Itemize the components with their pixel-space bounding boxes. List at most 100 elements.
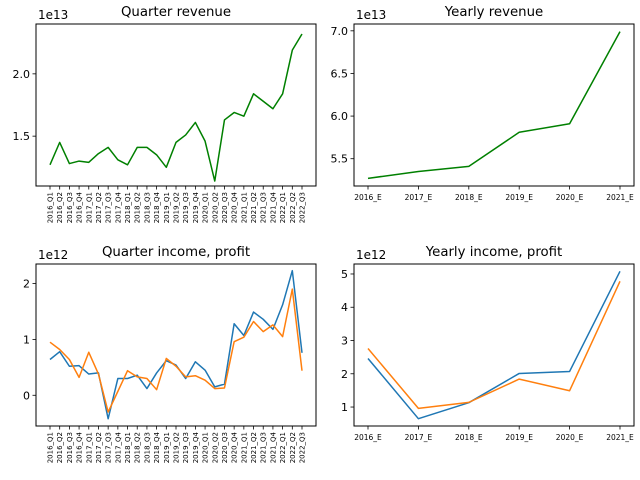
x-tick-label: 2017_Q3 [105,192,113,223]
x-tick-label: 2018_Q4 [153,431,161,463]
y-offset-text: 1e13 [356,8,386,22]
x-tick-label: 2019_E [505,193,533,202]
x-tick-label: 2020_Q2 [211,432,219,463]
y-tick-label: 7.0 [331,25,349,38]
x-tick-label: 2017_Q3 [105,432,113,463]
y-tick-label: 0 [23,389,30,402]
chart-title: Yearly income, profit [425,245,562,260]
x-tick-label: 2022_Q2 [289,192,297,223]
x-tick-label: 2019_Q3 [182,432,190,463]
x-tick-label: 2016_Q3 [66,192,74,223]
x-tick-label: 2016_Q1 [47,192,55,223]
y-tick-label: 2.0 [13,68,31,81]
x-tick-label: 2021_Q3 [260,432,268,463]
chart-title: Quarter revenue [121,5,231,20]
x-tick-label: 2016_Q4 [76,191,84,223]
y-tick-label: 3 [341,335,348,348]
x-tick-label: 2018_Q1 [124,432,132,463]
x-tick-label: 2020_Q1 [202,192,210,223]
x-tick-label: 2021_E [606,433,634,442]
y-tick-label: 5 [341,268,348,281]
x-tick-label: 2016_Q2 [56,432,64,463]
x-tick-label: 2021_Q1 [240,192,248,223]
x-tick-label: 2020_Q1 [202,432,210,463]
x-tick-label: 2022_Q3 [299,192,307,223]
chart-yearly-income-profit: Yearly income, profit 1e12 1 2 3 4 5 2016_E 2017… [341,245,635,442]
x-tick-label: 2020_Q3 [221,192,229,223]
x-tick-label: 2021_Q2 [250,432,258,463]
x-tick-label: 2018_Q3 [143,432,151,463]
x-tick-label: 2022_Q1 [279,432,287,463]
x-tick-label: 2016_E [354,193,382,202]
x-tick-label: 2016_Q3 [66,432,74,463]
chart-title: Quarter income, profit [102,245,250,260]
chart-yearly-revenue: Yearly revenue 1e13 5.5 6.0 6.5 7.0 2016_E 2017… [331,5,635,202]
x-tick-label: 2019_E [505,433,533,442]
x-tick-label: 2021_Q3 [260,192,268,223]
y-offset-text: 1e12 [38,248,68,262]
x-tick-label: 2020_Q4 [231,431,239,463]
x-tick-label: 2019_Q2 [173,432,181,463]
x-tick-label: 2018_Q1 [124,192,132,223]
x-tick-label: 2016_Q4 [76,431,84,463]
x-tick-label: 2018_E [455,433,483,442]
y-tick-label: 5.5 [331,153,349,166]
x-tick-label: 2017_Q1 [85,192,93,223]
x-tick-label: 2019_Q1 [163,192,171,223]
x-tick-label: 2019_Q3 [182,192,190,223]
x-tick-label: 2020_Q3 [221,432,229,463]
y-tick-label: 1.5 [13,130,31,143]
x-tick-label: 2017_Q1 [85,432,93,463]
x-tick-label: 2021_Q4 [269,191,277,223]
x-tick-label: 2018_Q3 [143,192,151,223]
x-tick-label: 2020_Q2 [211,192,219,223]
x-tick-label: 2017_E [405,433,433,442]
series-line-1 [49,288,303,413]
series-line-1 [367,280,621,410]
y-tick-label: 2 [23,278,30,291]
axes-frame [35,263,317,427]
x-tick-label: 2021_Q2 [250,192,258,223]
x-tick-label: 2017_Q4 [114,191,122,223]
x-tick-label: 2019_Q1 [163,432,171,463]
x-tick-label: 2016_Q2 [56,192,64,223]
x-tick-label: 2022_Q2 [289,432,297,463]
x-tick-label: 2018_E [455,193,483,202]
x-tick-label: 2018_Q4 [153,191,161,223]
y-offset-text: 1e13 [38,8,68,22]
y-tick-label: 6.0 [331,110,349,123]
x-tick-label: 2021_E [606,193,634,202]
x-tick-label: 2022_Q3 [299,432,307,463]
x-tick-label: 2020_E [556,193,584,202]
series-line-0 [367,31,621,180]
x-tick-label: 2017_Q2 [95,192,103,223]
x-tick-label: 2020_E [556,433,584,442]
series-line-0 [49,269,303,420]
x-tick-label: 2016_E [354,433,382,442]
axes-frame [353,263,635,427]
x-tick-label: 2019_Q4 [192,431,200,463]
series-line-0 [49,33,303,182]
y-tick-label: 2 [341,368,348,381]
y-tick-label: 1 [23,333,30,346]
y-offset-text: 1e12 [356,248,386,262]
x-tick-label: 2017_Q4 [114,431,122,463]
x-tick-label: 2019_Q4 [192,191,200,223]
y-tick-label: 1 [341,401,348,414]
x-tick-label: 2019_Q2 [173,192,181,223]
x-tick-label: 2017_Q2 [95,432,103,463]
x-tick-label: 2021_Q4 [269,431,277,463]
x-tick-label: 2022_Q1 [279,192,287,223]
x-tick-label: 2016_Q1 [47,432,55,463]
x-tick-label: 2018_Q2 [134,192,142,223]
chart-title: Yearly revenue [444,5,543,20]
x-tick-label: 2021_Q1 [240,432,248,463]
y-tick-label: 6.5 [331,67,349,80]
axes-frame [353,23,635,187]
y-tick-label: 4 [341,301,348,314]
series-line-0 [367,270,621,420]
x-tick-label: 2018_Q2 [134,432,142,463]
